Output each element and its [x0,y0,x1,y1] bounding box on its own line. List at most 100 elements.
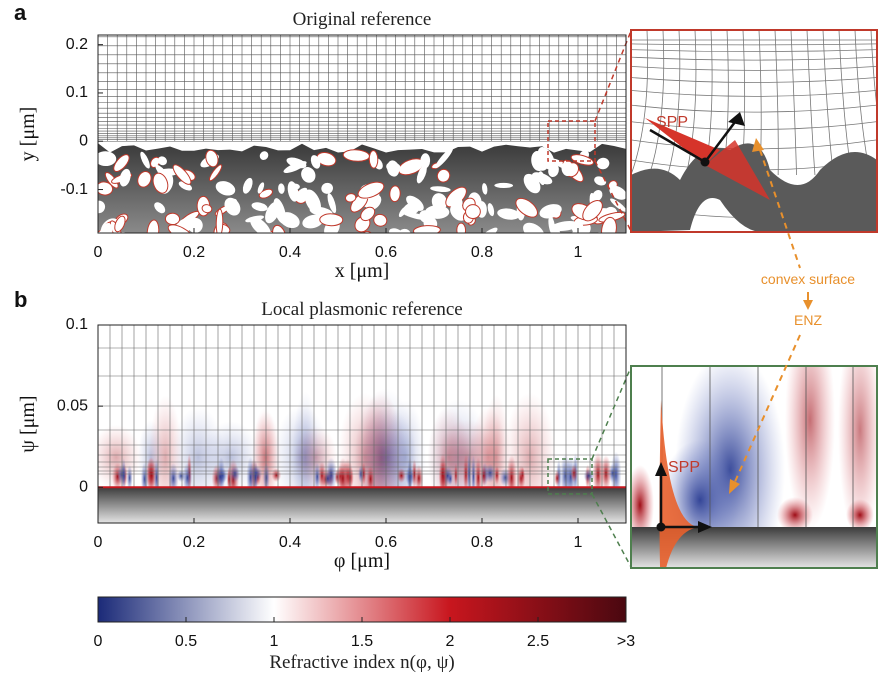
pore [301,167,316,183]
pore [387,160,400,177]
pore [594,176,607,186]
x-axis-label: x [μm] [335,260,390,282]
pore [242,177,253,194]
pore [494,182,514,189]
connector [591,366,632,460]
field-spot [366,465,375,494]
pore [157,156,167,166]
panel-a-plot [98,35,626,233]
pore [531,172,553,185]
pore [283,161,307,173]
pore [548,215,556,233]
pore [119,168,131,187]
pore [482,183,488,195]
pore [245,215,265,223]
pore [477,227,498,233]
pore [327,193,337,214]
field-spot [214,467,226,487]
arrow-head [729,479,740,494]
pore [279,212,300,228]
pore [570,154,594,166]
plot-frame [97,324,627,524]
pore [531,150,546,172]
pore [257,182,265,194]
pore [98,181,114,196]
pore [456,222,467,233]
pore [250,217,271,233]
x-tick-label: 0.8 [471,244,493,261]
arrow-head [752,138,764,152]
pore [302,214,324,229]
inset-a [631,30,877,232]
x-tick-label: 0.6 [375,534,397,551]
pore [582,200,603,222]
pore [389,185,401,203]
field-spot [414,464,424,492]
pore [215,181,236,196]
pore [278,183,285,194]
mesh-line [870,30,877,112]
zoom-box [547,120,596,162]
x-tick-label: 1.5 [351,633,373,650]
field-spot [396,468,406,483]
panel-label: b [14,287,27,312]
pore [402,202,420,216]
x-tick-label: 0.6 [375,244,397,261]
x-tick-label: 0.4 [279,534,301,551]
pore [497,208,520,220]
x-tick-label: 0 [94,633,103,650]
chart-title: Original reference [293,9,432,30]
pore [98,232,111,233]
field-spot [314,462,321,491]
x-tick-label: 1 [574,534,583,551]
pore [425,205,450,219]
field-spot [520,466,525,483]
mesh-line [631,121,877,130]
pore [178,181,193,191]
y-tick-label: 0.2 [66,36,88,53]
mesh-line [790,30,797,176]
pore [150,156,161,168]
field-spot [126,464,133,491]
x-tick-label: 2 [446,633,455,650]
pore [321,182,333,194]
pore [539,204,562,219]
pore [114,215,126,233]
pore [209,164,223,182]
pore [416,164,427,184]
pore [435,147,454,169]
mesh-line [774,30,779,176]
field-spot [182,462,193,493]
mesh-line [667,30,681,176]
field-spot [554,469,560,487]
panel-label: a [14,0,27,25]
y-axis-label: ψ [μm] [17,395,39,452]
x-tick-label: 0.2 [183,534,205,551]
pore [167,224,194,233]
x-tick-label: 1 [574,244,583,261]
pore [360,206,376,222]
x-tick-label: >3 [617,633,635,650]
inset-b [631,366,877,568]
field-spot [447,472,453,486]
x-axis-label: Refractive index n(φ, ψ) [269,652,454,673]
field-spot [494,465,500,485]
mesh-line [631,66,877,71]
field-spot [480,464,487,487]
mesh-line [631,90,877,97]
x-tick-label: 2.5 [527,633,549,650]
pore [265,201,280,224]
pore [133,232,145,233]
connector [594,30,632,122]
pore [420,153,431,169]
pore [140,151,150,169]
field-spot [271,468,282,483]
annotation: ENZ [794,312,822,328]
pore [596,157,610,170]
y-tick-label: 0.1 [66,84,88,101]
pore [465,204,481,220]
pore [272,224,287,233]
pore [164,212,181,226]
pore [291,183,300,190]
field-spot [438,452,447,496]
